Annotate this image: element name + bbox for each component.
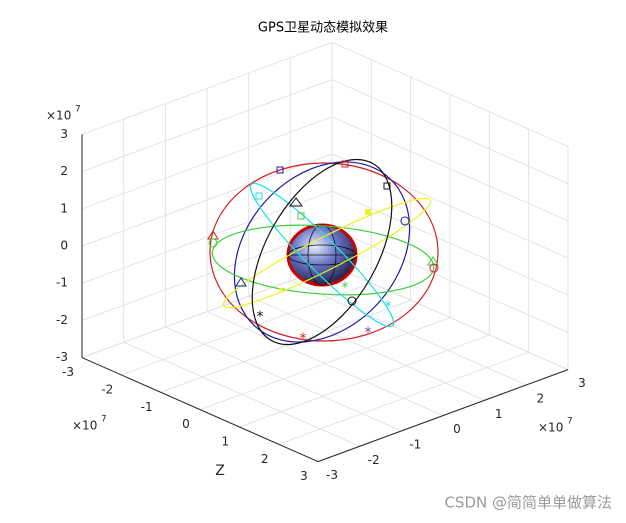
orbits: * * * * * * bbox=[207, 158, 439, 347]
multiplier: ×10 7 ×10 7 ×10 7 bbox=[46, 105, 573, 435]
grid-line bbox=[331, 190, 569, 296]
grid-line bbox=[123, 341, 360, 447]
y-tick-label: 0 bbox=[453, 422, 461, 436]
x-tick-label: 0 bbox=[182, 417, 190, 431]
y-tick-label: 2 bbox=[537, 391, 545, 405]
multiplier-exponent: 7 bbox=[101, 415, 107, 425]
grid-line bbox=[331, 265, 569, 371]
z-tick-label: -2 bbox=[56, 313, 68, 327]
svg-text:*: * bbox=[365, 325, 372, 341]
chart-title: GPS卫星动态模拟效果 bbox=[258, 21, 388, 36]
z-tick-label: -3 bbox=[56, 350, 68, 364]
grid-line bbox=[290, 280, 527, 386]
earth bbox=[286, 223, 358, 287]
watermark: CSDN @简简单单做算法 bbox=[444, 494, 612, 512]
x-tick-label: 3 bbox=[300, 469, 308, 483]
svg-text:*: * bbox=[279, 285, 286, 301]
svg-text:*: * bbox=[257, 309, 264, 325]
svg-text:*: * bbox=[342, 280, 349, 296]
multiplier-base: ×10 bbox=[538, 421, 563, 435]
x-tick-label: 2 bbox=[261, 452, 269, 466]
svg-text:*: * bbox=[385, 299, 392, 315]
multiplier-base: ×10 bbox=[72, 419, 97, 433]
x-tick-label: -3 bbox=[62, 365, 74, 379]
grid-line bbox=[81, 190, 333, 284]
multiplier-exponent: 7 bbox=[567, 417, 573, 427]
multiplier-exponent: 7 bbox=[75, 105, 81, 115]
x-tick-label: -1 bbox=[141, 400, 153, 414]
z-tick-label: 2 bbox=[60, 164, 68, 178]
z-tick-label: 3 bbox=[60, 127, 68, 141]
grid-line bbox=[81, 265, 333, 359]
grid-line bbox=[331, 79, 569, 185]
grid-line bbox=[81, 153, 333, 247]
grid-line bbox=[165, 326, 402, 432]
grid-line bbox=[248, 295, 485, 401]
grid-line bbox=[81, 116, 333, 210]
svg-text:*: * bbox=[300, 331, 307, 347]
x-tick-label: -2 bbox=[101, 382, 113, 396]
multiplier-base: ×10 bbox=[46, 109, 71, 123]
grid-line bbox=[206, 311, 444, 417]
grid-line bbox=[331, 41, 569, 147]
y-tick-label: -2 bbox=[368, 453, 380, 467]
axis-line bbox=[81, 357, 319, 463]
y-tick-label: -1 bbox=[409, 437, 421, 451]
z-tick-label: 1 bbox=[60, 201, 68, 215]
z-tick-label: 0 bbox=[60, 239, 68, 253]
grid-line bbox=[81, 41, 333, 135]
axis-line bbox=[317, 369, 569, 463]
grid-line bbox=[331, 116, 569, 222]
y-tick-label: 3 bbox=[578, 376, 586, 390]
y-tick-label: 1 bbox=[495, 407, 503, 421]
y-tick-label: -3 bbox=[326, 468, 338, 482]
grid-line bbox=[331, 227, 569, 333]
x-tick-label: 1 bbox=[222, 434, 230, 448]
grid-line bbox=[81, 79, 333, 173]
z-tick-label: -1 bbox=[56, 276, 68, 290]
x-axis-label: Z bbox=[215, 463, 225, 479]
